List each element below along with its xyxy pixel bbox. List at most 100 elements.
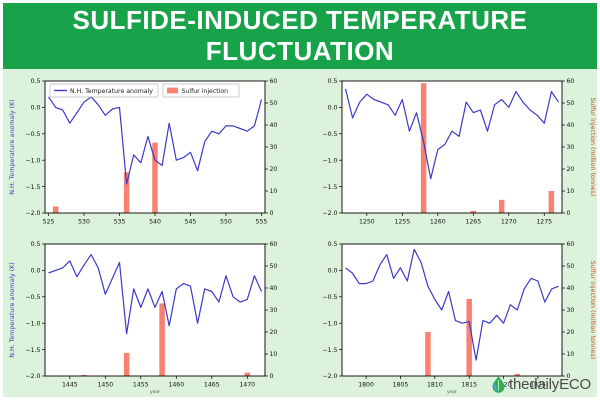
svg-text:30: 30 xyxy=(567,144,575,151)
svg-text:−1.5: −1.5 xyxy=(322,347,337,354)
svg-text:0: 0 xyxy=(270,373,274,380)
svg-text:20: 20 xyxy=(567,166,575,173)
right-axis-ticks: 0 10 20 30 40 50 60 xyxy=(265,78,277,217)
leaf-droplet-icon xyxy=(491,375,506,394)
title-banner: SULFIDE-INDUCED TEMPERATURE FLUCTUATION xyxy=(3,3,597,69)
x-axis-label: year xyxy=(447,389,457,394)
svg-text:−1.0: −1.0 xyxy=(322,157,337,164)
svg-text:0: 0 xyxy=(270,210,274,217)
sulfur-injection-bars xyxy=(81,303,251,376)
chart-panel-top-right: 0.5 0.0 −0.5 −1.0 −1.5 −2.0 0 10 20 30 40 50 60 1250 1… xyxy=(300,73,597,231)
svg-text:−0.5: −0.5 xyxy=(25,294,40,301)
left-axis-ticks: 0.5 0.0 −0.5 −1.0 −1.5 −2.0 xyxy=(322,78,342,217)
svg-text:60: 60 xyxy=(270,241,278,248)
svg-text:20: 20 xyxy=(567,329,575,336)
svg-text:40: 40 xyxy=(567,122,575,129)
x-axis-ticks: 525 530 535 540 545 550 555 xyxy=(43,213,268,226)
page-title: SULFIDE-INDUCED TEMPERATURE FLUCTUATION xyxy=(72,5,528,66)
left-axis-ticks: 0.5 0.0 −0.5 −1.0 −1.5 −2.0 xyxy=(25,241,45,380)
svg-text:530: 530 xyxy=(78,219,90,226)
svg-text:0.5: 0.5 xyxy=(328,241,338,248)
chart-svg-top-left: 0.5 0.0 −0.5 −1.0 −1.5 −2.0 0 10 20 30 40 50 60 525 53… xyxy=(9,78,277,226)
svg-text:0: 0 xyxy=(567,210,571,217)
plot-area xyxy=(342,81,562,213)
svg-text:1470: 1470 xyxy=(239,382,255,389)
svg-text:1250: 1250 xyxy=(359,219,375,226)
svg-text:60: 60 xyxy=(567,241,575,248)
svg-text:1255: 1255 xyxy=(394,219,410,226)
svg-text:0.5: 0.5 xyxy=(31,78,41,85)
legend-bar-swatch xyxy=(167,87,178,94)
plot-area xyxy=(45,244,265,376)
temperature-anomaly-line xyxy=(345,248,559,361)
svg-text:−1.5: −1.5 xyxy=(322,184,337,191)
temperature-anomaly-line xyxy=(48,254,263,335)
svg-text:0.0: 0.0 xyxy=(328,268,338,275)
svg-text:40: 40 xyxy=(567,285,575,292)
svg-text:1465: 1465 xyxy=(204,382,220,389)
svg-text:1825: 1825 xyxy=(530,382,546,389)
svg-text:50: 50 xyxy=(567,100,575,107)
brand-text: thedailyECO xyxy=(508,376,591,393)
svg-text:10: 10 xyxy=(567,351,575,358)
svg-text:−0.5: −0.5 xyxy=(322,294,337,301)
sulfur-injection-bars xyxy=(52,142,158,213)
svg-text:1810: 1810 xyxy=(427,382,443,389)
temperature-anomaly-line xyxy=(48,96,263,185)
svg-text:60: 60 xyxy=(567,78,575,85)
svg-text:30: 30 xyxy=(270,307,278,314)
svg-text:1455: 1455 xyxy=(133,382,149,389)
svg-text:0.5: 0.5 xyxy=(31,241,41,248)
svg-text:−2.0: −2.0 xyxy=(322,210,337,217)
right-axis-label: Sulfur injection (million tonnes) xyxy=(589,261,596,360)
svg-text:−2.0: −2.0 xyxy=(25,210,40,217)
legend: N.H. Temperature anomaly Sulfur injection xyxy=(49,83,240,98)
chart-panel-bottom-left: 0.5 0.0 −0.5 −1.0 −1.5 −2.0 0 10 20 30 40 50 60 1445 1… xyxy=(3,236,300,394)
temperature-anomaly-line xyxy=(344,88,559,180)
svg-text:−1.5: −1.5 xyxy=(25,184,40,191)
svg-text:1265: 1265 xyxy=(465,219,481,226)
chart-svg-bottom-right: 0.5 0.0 −0.5 −1.0 −1.5 −2.0 0 10 20 30 40 50 60 1800 1… xyxy=(322,241,596,394)
sulfur-injection-bars xyxy=(425,299,521,376)
svg-text:10: 10 xyxy=(270,188,278,195)
left-axis-label: N.H. Temperature anomaly (K) xyxy=(9,262,16,357)
svg-text:1460: 1460 xyxy=(168,382,184,389)
svg-text:1450: 1450 xyxy=(97,382,113,389)
svg-text:20: 20 xyxy=(270,166,278,173)
svg-text:1805: 1805 xyxy=(393,382,409,389)
svg-text:40: 40 xyxy=(270,285,278,292)
brand-logo: thedailyECO xyxy=(491,375,591,394)
svg-text:−1.5: −1.5 xyxy=(25,347,40,354)
svg-text:555: 555 xyxy=(256,219,268,226)
svg-text:1275: 1275 xyxy=(536,219,552,226)
svg-text:50: 50 xyxy=(270,100,278,107)
x-axis-label: year xyxy=(150,389,160,394)
svg-text:−1.0: −1.0 xyxy=(25,320,40,327)
svg-text:0.0: 0.0 xyxy=(31,105,41,112)
svg-text:30: 30 xyxy=(270,144,278,151)
x-axis-ticks: 1445 1450 1455 1460 1465 1470 xyxy=(62,376,255,389)
svg-text:1815: 1815 xyxy=(461,382,477,389)
svg-text:540: 540 xyxy=(149,219,161,226)
chart-panel-top-left: 0.5 0.0 −0.5 −1.0 −1.5 −2.0 0 10 20 30 40 50 60 525 53… xyxy=(3,73,300,231)
svg-text:10: 10 xyxy=(567,188,575,195)
svg-text:60: 60 xyxy=(270,78,278,85)
svg-text:1260: 1260 xyxy=(430,219,446,226)
sulfur-injection-bars xyxy=(420,83,555,213)
right-axis-label: Sulfur injection (million tonnes) xyxy=(589,98,596,197)
svg-text:525: 525 xyxy=(43,219,55,226)
svg-text:−2.0: −2.0 xyxy=(25,373,40,380)
svg-text:30: 30 xyxy=(567,307,575,314)
svg-text:20: 20 xyxy=(270,329,278,336)
svg-text:40: 40 xyxy=(270,122,278,129)
right-axis-ticks: 0 10 20 30 40 50 60 xyxy=(265,241,277,380)
svg-text:−0.5: −0.5 xyxy=(25,131,40,138)
charts-grid: 0.5 0.0 −0.5 −1.0 −1.5 −2.0 0 10 20 30 40 50 60 525 53… xyxy=(3,69,597,399)
svg-text:0.0: 0.0 xyxy=(328,105,338,112)
svg-text:1270: 1270 xyxy=(501,219,517,226)
svg-text:1445: 1445 xyxy=(62,382,78,389)
right-axis-ticks: 0 10 20 30 40 50 60 xyxy=(562,241,574,380)
infographic-body: SULFIDE-INDUCED TEMPERATURE FLUCTUATION … xyxy=(3,3,597,397)
